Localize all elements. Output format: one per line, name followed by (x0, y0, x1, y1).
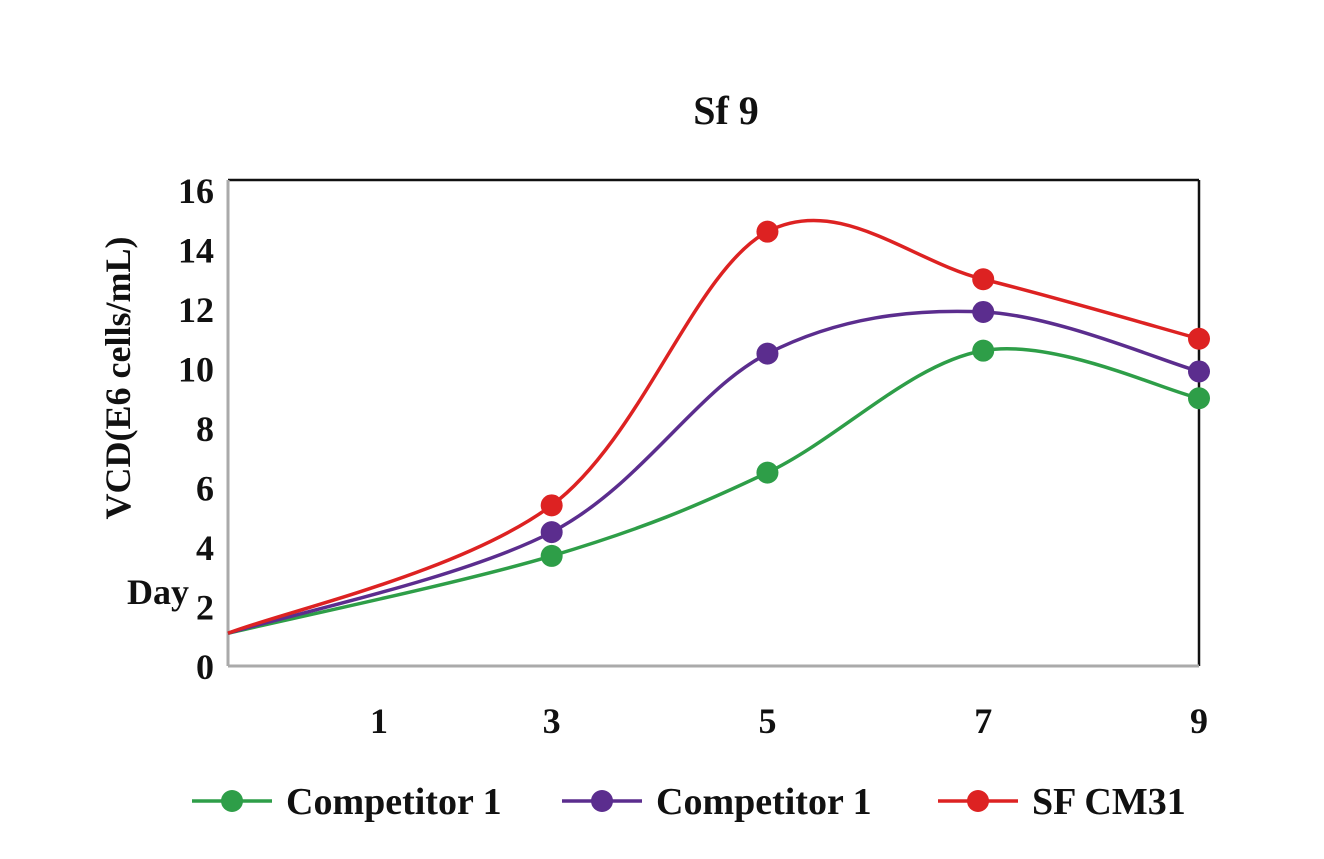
x-tick-label: 3 (543, 701, 561, 741)
legend-marker (591, 790, 613, 812)
series-line-2 (227, 218, 1200, 635)
y-tick-label: 4 (196, 528, 214, 568)
data-point (756, 342, 779, 365)
y-tick-label: 6 (196, 469, 214, 509)
legend-label: Competitor 1 (286, 781, 502, 823)
y-tick-label: 0 (196, 647, 214, 687)
y-tick-label: 16 (178, 171, 214, 211)
legend-label: SF CM31 (1032, 781, 1186, 823)
x-tick-label: 1 (370, 701, 388, 741)
x-tick-label: 7 (974, 701, 992, 741)
y-tick-label: 8 (196, 409, 214, 449)
y-tick-label: 14 (178, 231, 214, 271)
legend-item: Competitor 1 (192, 781, 502, 823)
legend: Competitor 1 Competitor 1 SF CM31 (192, 781, 1186, 823)
data-point (540, 544, 563, 567)
legend-label: Competitor 1 (656, 781, 872, 823)
data-point (756, 461, 779, 484)
data-point (1188, 387, 1210, 410)
data-point (972, 268, 995, 291)
y-tick-label: 2 (196, 588, 214, 628)
data-point (972, 300, 995, 323)
series-group (227, 218, 1210, 635)
data-point (540, 521, 563, 544)
data-point (1188, 360, 1210, 383)
data-point (972, 339, 995, 362)
x-tick-label: 5 (758, 701, 776, 741)
chart-title: Sf 9 (693, 88, 759, 133)
series-line-1 (227, 309, 1200, 635)
y-tick-labels: 0 2 4 6 8 10 12 14 16 (178, 171, 214, 687)
legend-item: SF CM31 (938, 781, 1186, 823)
data-point (540, 494, 563, 517)
y-tick-label: 12 (178, 290, 214, 330)
x-axis-label: Day (127, 572, 189, 612)
legend-item: Competitor 1 (562, 781, 872, 823)
y-tick-label: 10 (178, 350, 214, 390)
x-tick-labels: 1 3 5 7 9 (370, 701, 1208, 741)
plot-frame (226, 178, 1201, 668)
y-axis-label: VCD(E6 cells/mL) (98, 237, 138, 520)
data-point (1188, 327, 1210, 350)
x-tick-label: 9 (1190, 701, 1208, 741)
data-point (756, 220, 779, 243)
legend-marker (221, 790, 243, 812)
legend-marker (967, 790, 989, 812)
